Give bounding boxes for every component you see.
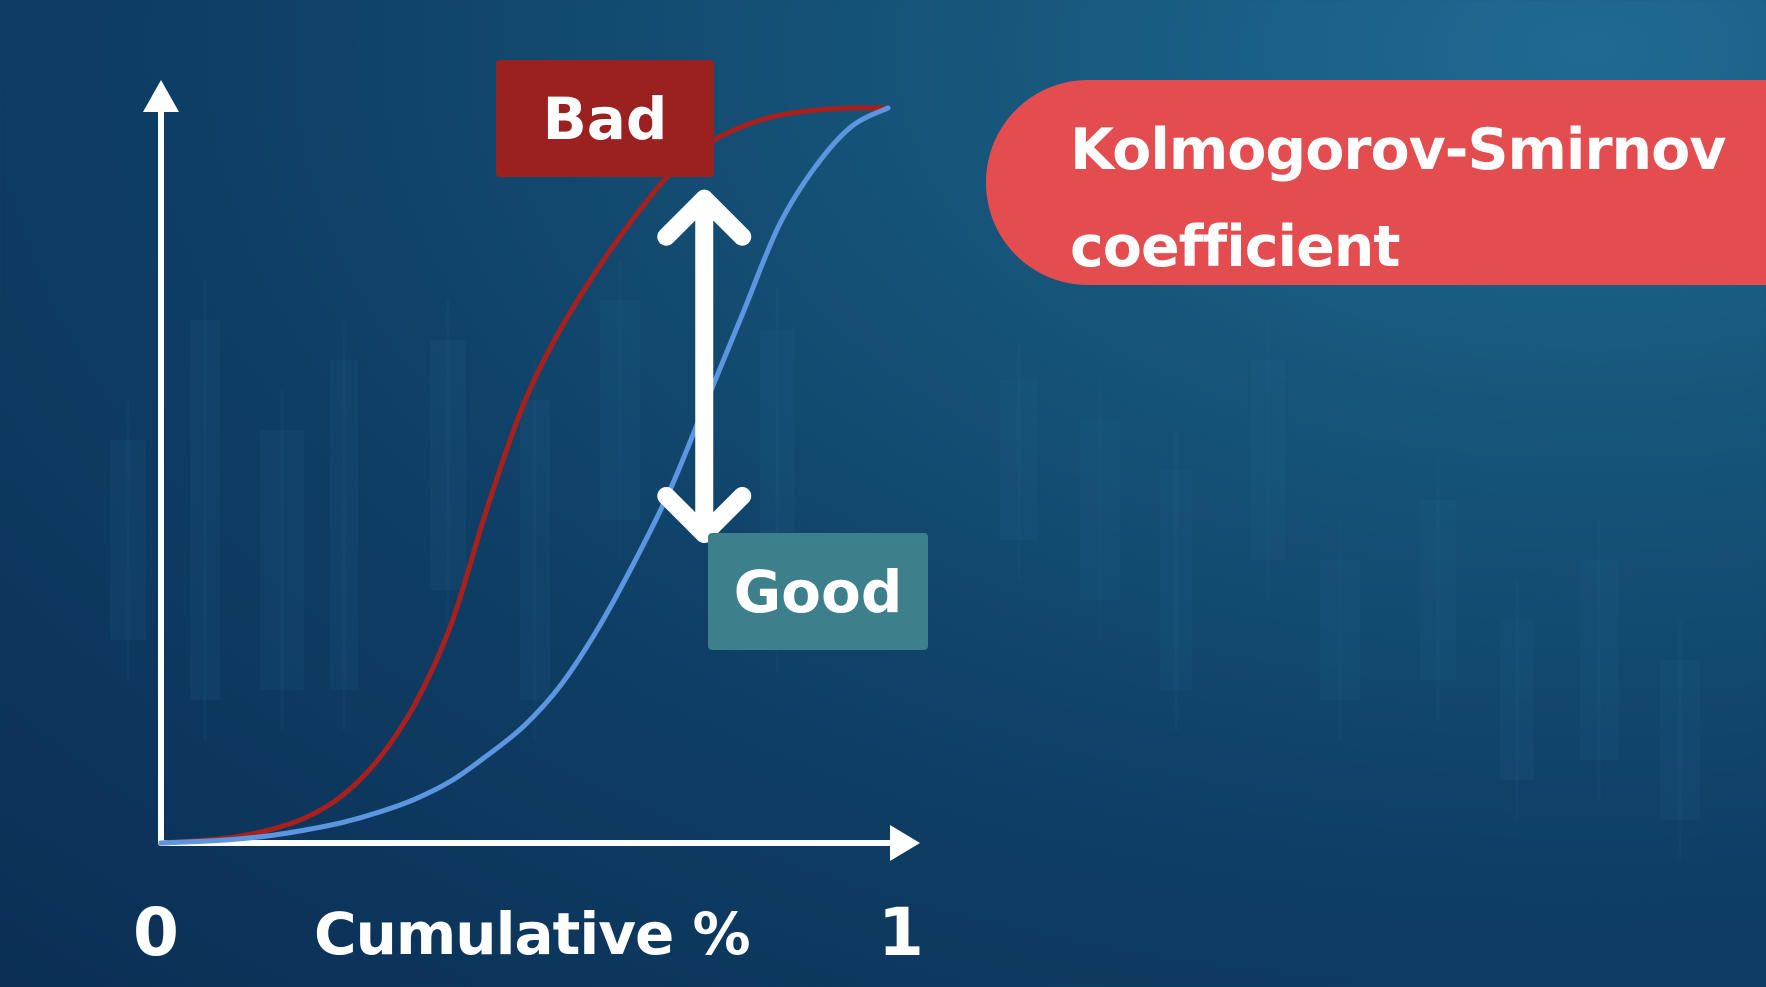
y-axis-arrowhead	[143, 80, 179, 112]
bg-candle	[430, 340, 466, 590]
series-line-bad	[158, 105, 891, 846]
series-lines	[158, 105, 891, 846]
x-axis-label: Cumulative %	[314, 900, 751, 968]
bg-candle	[1500, 620, 1534, 780]
legend-bad-label: Bad	[496, 60, 714, 177]
bg-candle	[110, 440, 146, 640]
bg-candle	[330, 360, 358, 690]
bg-candle	[1320, 560, 1360, 700]
bg-candle	[520, 400, 550, 700]
bg-candle	[1660, 660, 1700, 820]
ks-gap-arrowhead-top	[657, 189, 752, 246]
title-pill	[986, 80, 1766, 285]
x-tick-label-end: 1	[878, 894, 924, 971]
bg-candle	[1160, 470, 1192, 690]
bg-candle	[1420, 500, 1456, 680]
x-axis-arrowhead	[890, 825, 920, 861]
bg-candle	[1000, 380, 1038, 540]
bg-candle	[260, 430, 304, 690]
x-tick-label-start: 0	[133, 894, 179, 971]
chart-title: Kolmogorov-Smirnov coefficient	[1070, 117, 1726, 280]
series-line-good	[158, 105, 891, 846]
bg-candle	[190, 320, 220, 700]
ks-gap-double-arrow	[657, 189, 752, 543]
bg-candle	[1580, 560, 1618, 760]
ks-gap-arrowhead-bottom	[657, 486, 752, 543]
axes	[143, 80, 920, 861]
annotations	[657, 189, 752, 543]
bg-candle	[1250, 360, 1286, 560]
legend-good-label: Good	[708, 533, 928, 650]
bg-candle	[1080, 420, 1120, 600]
bg-candle	[600, 300, 640, 520]
